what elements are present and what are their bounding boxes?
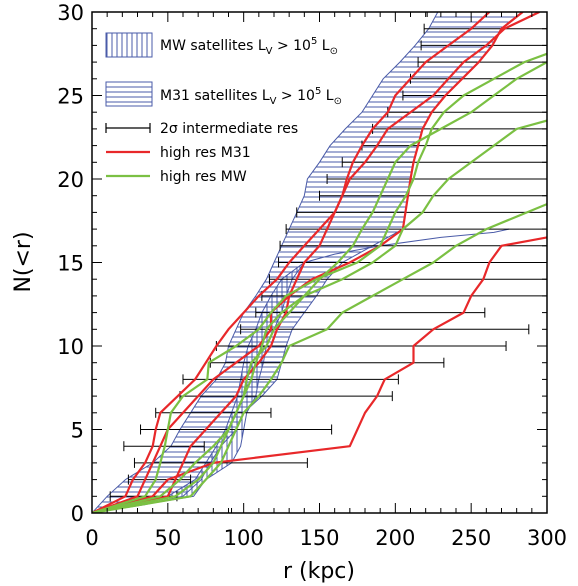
errorbar	[423, 23, 547, 34]
series-line-green-1	[92, 52, 547, 513]
legend-m31-sup: 5	[315, 86, 321, 97]
y-tick-label: 5	[71, 419, 84, 443]
y-axis-label: N(<r)	[11, 231, 36, 292]
x-tick-label: 100	[224, 526, 264, 550]
legend-m31-sub: V	[270, 96, 277, 107]
sun-symbol-icon: ⊙	[334, 96, 342, 107]
y-tick-label: 0	[71, 502, 84, 526]
series-line-green-3	[92, 61, 547, 513]
y-tick-label: 10	[57, 335, 84, 359]
series-line-red-1	[92, 12, 524, 513]
errorbar	[182, 374, 399, 385]
x-tick-label: 200	[375, 526, 415, 550]
y-tick-label: 15	[57, 252, 84, 276]
errorbar	[341, 157, 547, 168]
band-mw	[92, 228, 510, 513]
legend: MW satellites LV > 105 L⊙ M31 satellites…	[105, 32, 342, 185]
legend-m31-prefix: M31 satellites L	[160, 88, 270, 104]
errorbar	[420, 40, 547, 51]
errorbar	[402, 90, 547, 101]
x-tick-label: 250	[451, 526, 491, 550]
errorbar	[240, 324, 530, 335]
legend-m31-tail: L	[321, 88, 333, 104]
series-layer	[92, 12, 547, 513]
series-line-green-4	[92, 203, 547, 513]
legend-label-m31-band: M31 satellites LV > 105 L⊙	[160, 86, 342, 107]
legend-swatch-m31-band	[105, 81, 153, 107]
legend-mw-sub: V	[266, 46, 273, 57]
series-line-green-2	[92, 119, 547, 513]
y-tick-label: 25	[57, 85, 84, 109]
x-tick-label: 300	[527, 526, 567, 550]
x-tick-label: 0	[85, 526, 98, 550]
y-tick-label: 30	[57, 1, 84, 25]
errorbar	[155, 407, 272, 418]
legend-mw-sup: 5	[311, 36, 317, 47]
errorbar	[426, 12, 547, 17]
x-tick-label: 150	[299, 526, 339, 550]
errorbar	[278, 257, 547, 268]
legend-swatch-mw-band	[105, 32, 153, 58]
x-axis-label: r (kpc)	[283, 559, 355, 584]
x-tick-label: 50	[154, 526, 181, 550]
ticks-layer: 0 50 100 150 200 250 300 0 5 10 15 20 25 30	[57, 1, 567, 550]
legend-swatch-errorbar	[105, 123, 151, 133]
legend-mw-prefix: MW satellites L	[160, 38, 266, 54]
legend-mw-tail: L	[317, 38, 329, 54]
series-line-red-2	[92, 12, 491, 513]
errorbar	[255, 307, 486, 318]
y-tick-label: 20	[57, 168, 84, 192]
legend-label-errorbar: 2σ intermediate res	[160, 121, 298, 137]
series-line-red-4	[92, 236, 547, 513]
errorbar	[285, 224, 547, 235]
series-line-red-3	[92, 12, 540, 513]
legend-m31-mid: > 10	[276, 88, 314, 104]
errorbar	[326, 174, 547, 184]
legend-label-mw-band: MW satellites LV > 105 L⊙	[160, 36, 338, 57]
plot-area	[92, 12, 547, 513]
legend-label-red: high res M31	[160, 145, 251, 161]
sun-symbol-icon: ⊙	[330, 46, 338, 57]
legend-label-green: high res MW	[160, 169, 247, 185]
legend-mw-mid: > 10	[273, 38, 311, 54]
